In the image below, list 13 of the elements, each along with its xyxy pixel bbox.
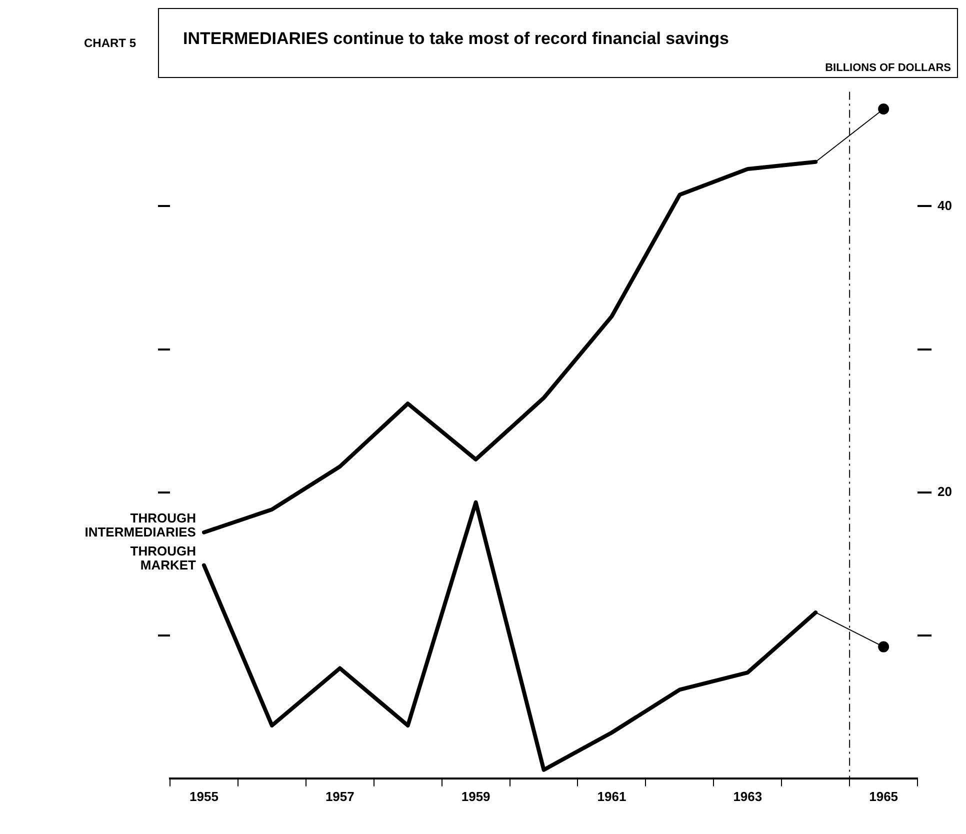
y-axis-title: BILLIONS OF DOLLARS — [825, 62, 951, 74]
y-tick-label: 40 — [938, 198, 952, 213]
x-tick-label: 1959 — [461, 788, 490, 804]
series-label: THROUGH MARKET — [130, 543, 196, 572]
series-label: THROUGH INTERMEDIARIES — [84, 510, 196, 540]
x-tick-label: 1955 — [190, 788, 218, 804]
x-tick-label: 1965 — [869, 788, 898, 804]
chart-title: INTERMEDIARIES continue to take most of record financial savings — [183, 29, 729, 49]
caption: CHART 5 — [82, 35, 137, 50]
x-tick-label: 1961 — [597, 788, 626, 804]
x-tick-label: 1963 — [733, 788, 762, 804]
x-tick-label: 1957 — [325, 788, 354, 804]
y-tick-label: 20 — [938, 484, 952, 499]
